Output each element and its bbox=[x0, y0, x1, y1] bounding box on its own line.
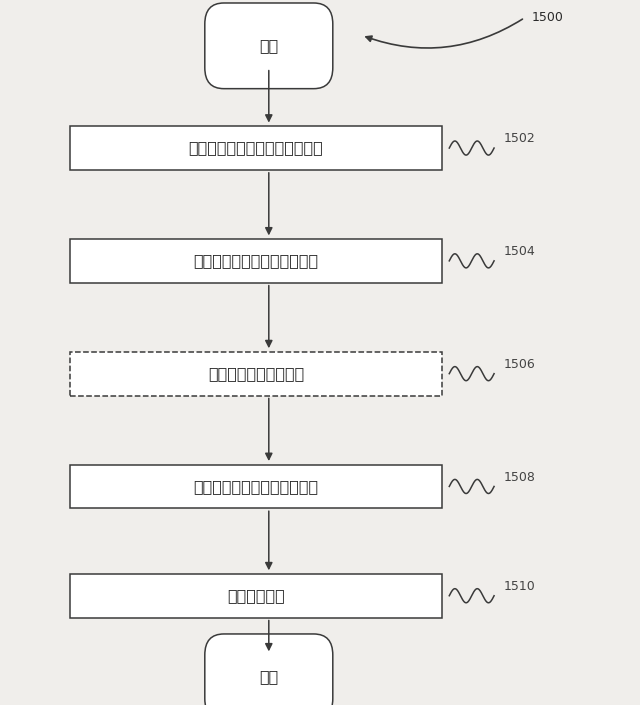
FancyBboxPatch shape bbox=[205, 3, 333, 89]
Bar bbox=[70, 465, 442, 508]
Text: 1502: 1502 bbox=[504, 133, 536, 145]
Text: 1500: 1500 bbox=[531, 11, 563, 24]
Text: 終了: 終了 bbox=[259, 669, 278, 685]
Text: 1508: 1508 bbox=[504, 471, 536, 484]
Bar bbox=[70, 239, 442, 283]
Text: カップリング層を堆積させる: カップリング層を堆積させる bbox=[193, 479, 319, 494]
Text: スイッチング層を堆積させる: スイッチング層を堆積させる bbox=[193, 253, 319, 269]
Text: 開始: 開始 bbox=[259, 38, 278, 54]
Text: アニールする: アニールする bbox=[227, 588, 285, 603]
Text: 基板上に下部電極を堆積させる: 基板上に下部電極を堆積させる bbox=[189, 140, 323, 156]
Bar bbox=[70, 352, 442, 396]
Text: 1506: 1506 bbox=[504, 358, 536, 371]
Text: 1510: 1510 bbox=[504, 580, 536, 593]
Text: 1504: 1504 bbox=[504, 245, 536, 258]
Bar bbox=[70, 126, 442, 170]
Bar bbox=[70, 574, 442, 618]
FancyBboxPatch shape bbox=[205, 634, 333, 705]
Text: ドープスイッチング層: ドープスイッチング層 bbox=[208, 366, 304, 381]
